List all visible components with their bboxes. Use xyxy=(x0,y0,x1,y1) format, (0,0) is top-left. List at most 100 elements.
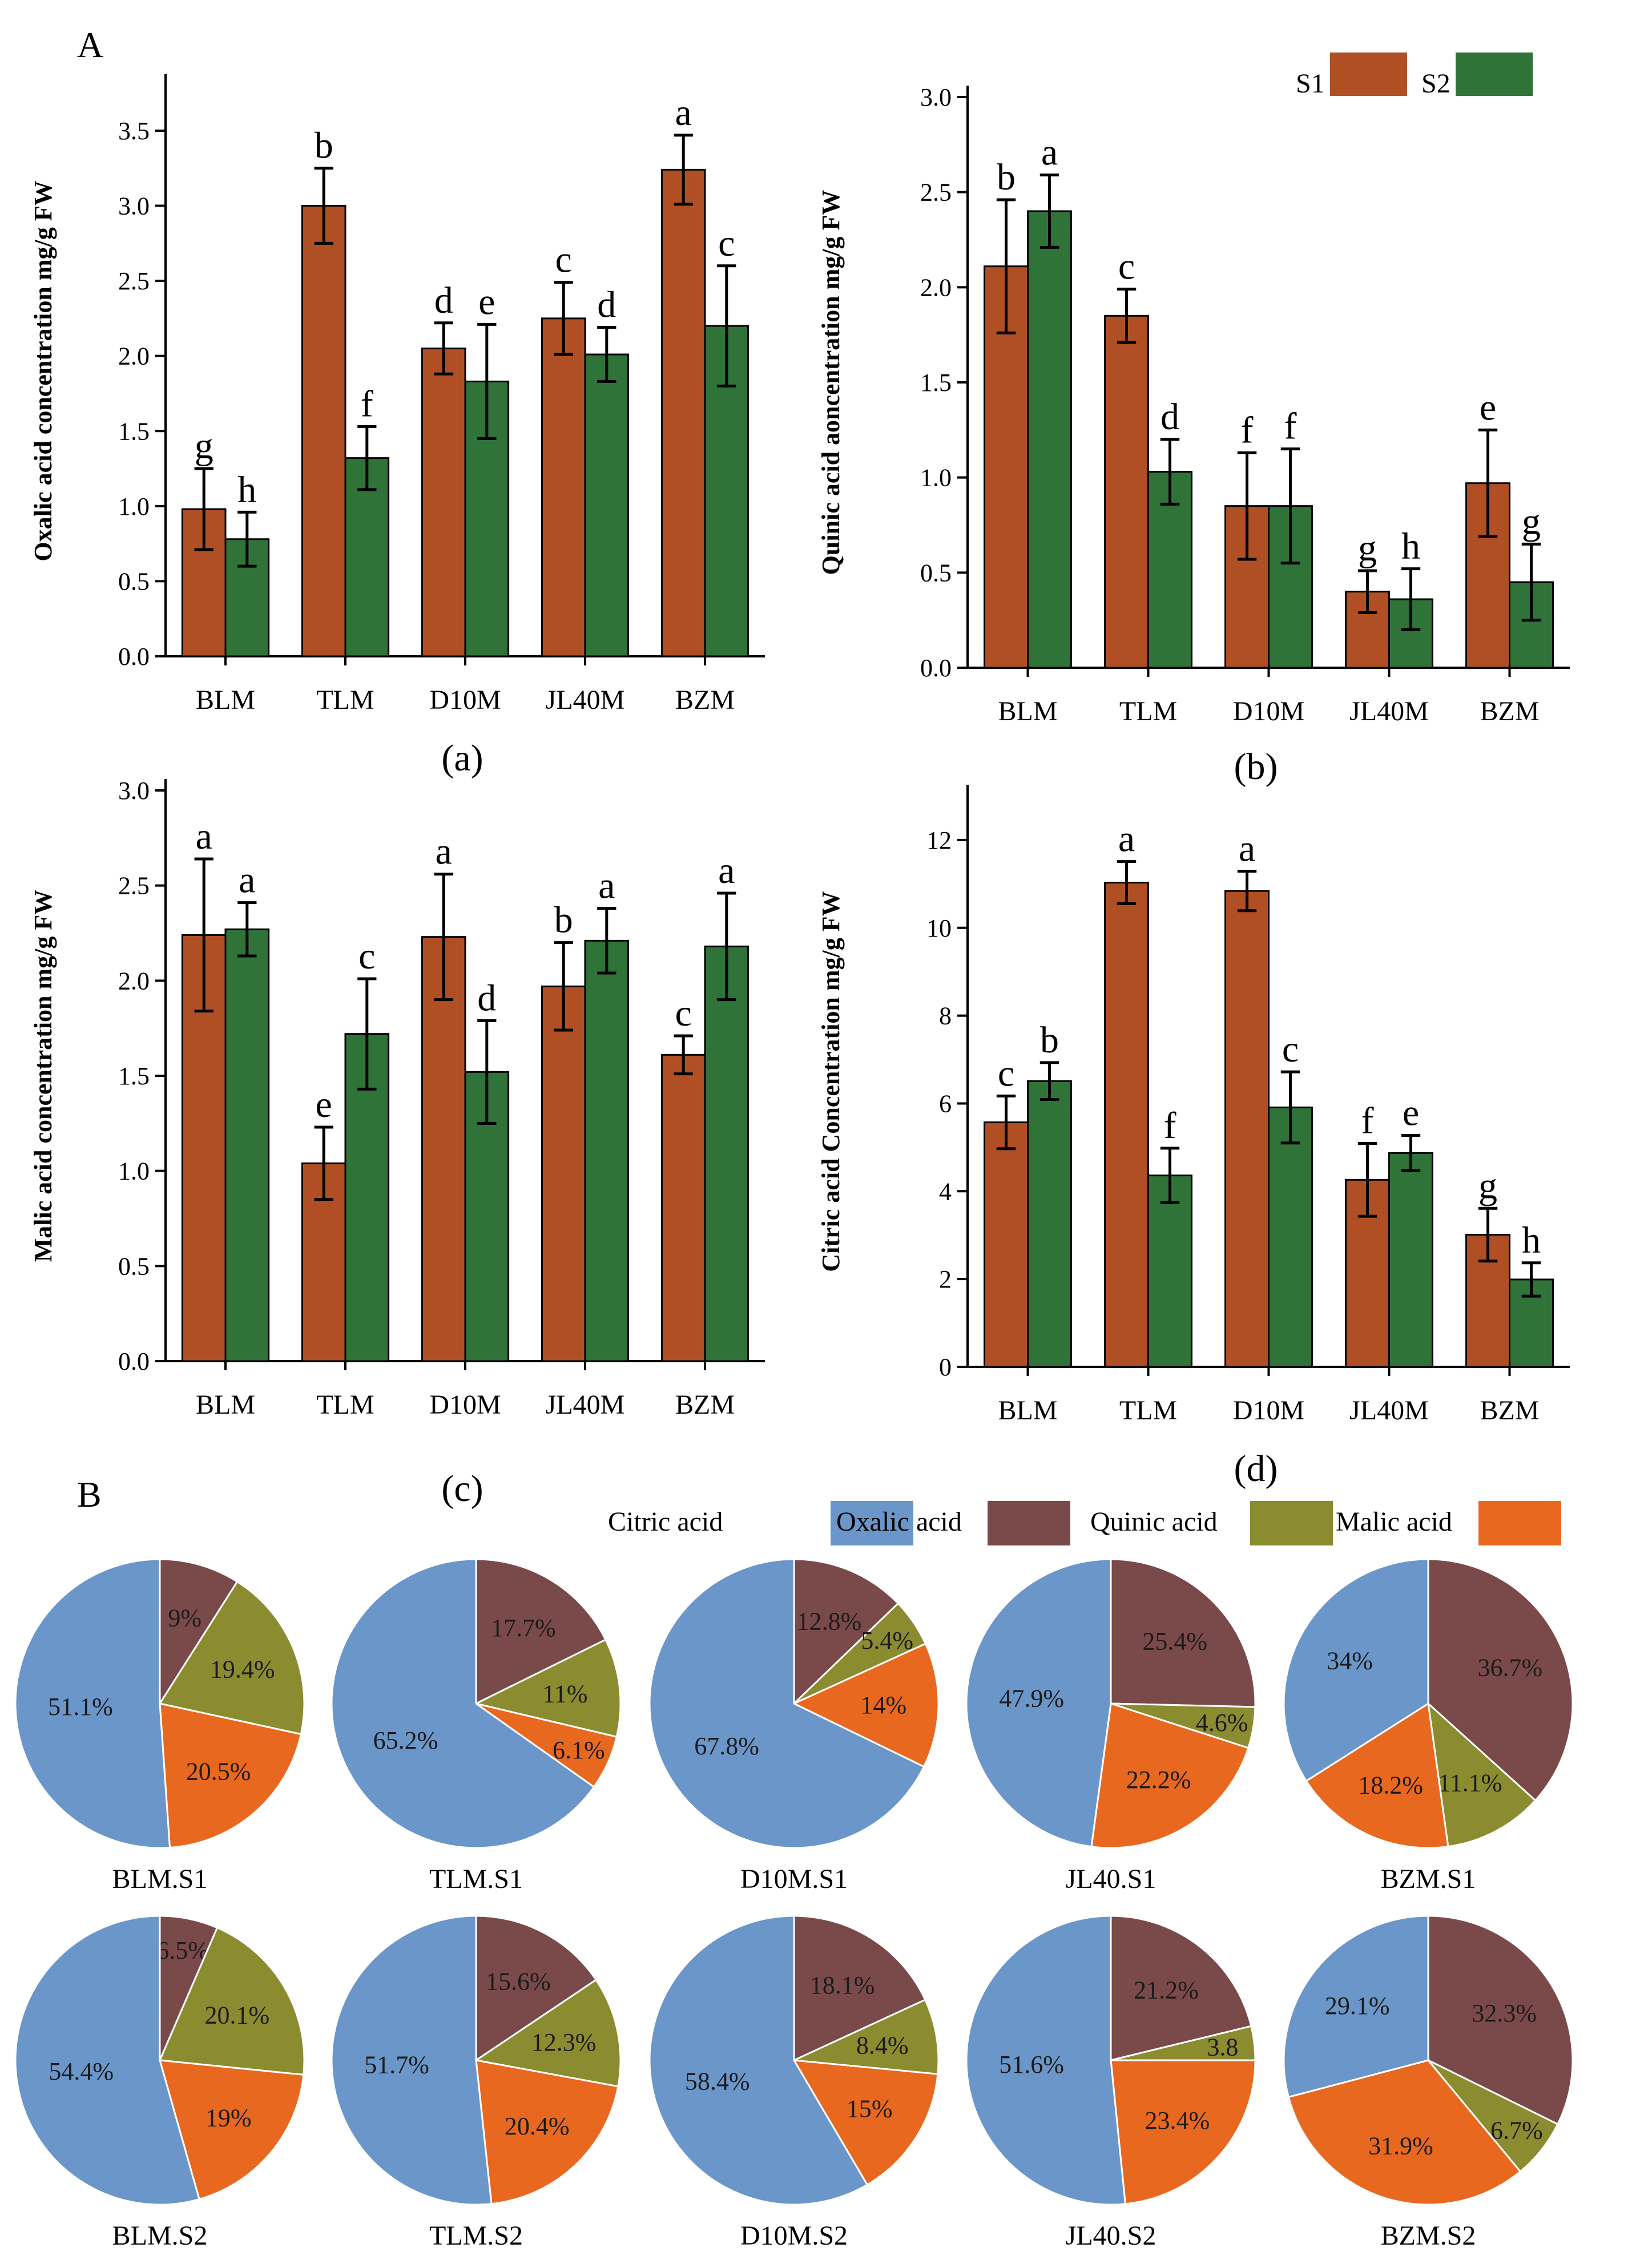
significance-letter: c xyxy=(555,239,572,281)
bar-s1 xyxy=(1104,882,1150,1368)
significance-letter: f xyxy=(1241,409,1254,451)
significance-letter: c xyxy=(998,1052,1014,1094)
x-tick-label: BZM xyxy=(675,1390,735,1420)
x-tick-label: BZM xyxy=(1480,1395,1539,1426)
y-tick-label: 2.5 xyxy=(118,267,150,295)
pie-percent-label: 32.3% xyxy=(1472,1999,1537,2027)
significance-letter: d xyxy=(434,280,453,321)
y-tick-label: 0.0 xyxy=(920,654,952,682)
significance-letter: a xyxy=(1239,828,1255,870)
bar-s1 xyxy=(1224,890,1270,1368)
pie-percent-label: 8.4% xyxy=(856,2032,909,2060)
pie-slice-quinic-acid xyxy=(474,1979,622,2088)
pie-bzm-s1: 36.7% 11.1% 18.2% 34% BZM.S1 xyxy=(1283,1558,1574,1894)
pie-percent-label: 67.8% xyxy=(694,1732,759,1760)
significance-letter: a xyxy=(718,850,735,891)
pie-percent-label: 6.1% xyxy=(553,1736,605,1764)
significance-letter: b xyxy=(1040,1019,1059,1061)
bar-s1 xyxy=(1104,314,1150,669)
pie-legend: Citric acid Oxalic acid Quinic acid Malic a… xyxy=(608,1501,1561,1545)
pie-slice-quinic-acid xyxy=(1427,2059,1559,2173)
significance-letter: d xyxy=(597,284,616,326)
pie-slice-citric-acid xyxy=(965,1558,1112,1848)
pie-slice-quinic-acid xyxy=(1427,1701,1537,1848)
significance-letter: h xyxy=(237,469,256,510)
pie-slice-citric-acid xyxy=(331,1558,595,1849)
pie-percent-label: 11.1% xyxy=(1438,1769,1502,1797)
y-axis-label: Citric acid Concentration mg/g FW xyxy=(817,891,845,1272)
pie-title: D10M.S2 xyxy=(740,2221,848,2251)
pie-blm-s2: 6.5% 20.1% 19% 54.4% BLM.S2 xyxy=(14,1915,305,2251)
pie-legend-label: Malic acid xyxy=(1336,1507,1452,1537)
pie-slice-citric-acid xyxy=(14,1558,171,1849)
x-tick-label: D10M xyxy=(1233,696,1304,727)
bar-s1 xyxy=(421,348,466,657)
x-tick-label: JL40M xyxy=(1349,1395,1429,1426)
significance-letter: f xyxy=(361,383,373,425)
pie-slice-citric-acid xyxy=(331,1915,493,2206)
pie-title: TLM.S2 xyxy=(429,2221,523,2251)
bar-s1 xyxy=(660,1054,706,1362)
y-tick-label: 2.0 xyxy=(118,342,150,370)
pie-legend-label: Oxalic acid xyxy=(836,1507,962,1537)
x-tick-label: BLM xyxy=(998,1395,1057,1426)
pie-percent-label: 31.9% xyxy=(1368,2132,1433,2160)
pie-slice-oxalic-acid xyxy=(1110,1558,1256,1708)
subpanel-label: (b) xyxy=(1234,746,1278,788)
pie-title: JL40.S2 xyxy=(1066,2221,1157,2251)
x-tick-label: BLM xyxy=(196,685,255,715)
y-tick-label: 0.5 xyxy=(118,567,150,595)
pie-slice-oxalic-acid xyxy=(1110,1915,1252,2061)
x-tick-label: TLM xyxy=(316,1390,374,1420)
significance-letter: f xyxy=(1163,1105,1176,1147)
significance-letter: a xyxy=(196,816,212,857)
pie-percent-label: 25.4% xyxy=(1142,1627,1207,1655)
pie-percent-label: 12.8% xyxy=(797,1608,862,1636)
pie-legend-swatch xyxy=(988,1501,1070,1545)
bar-s1 xyxy=(541,317,586,657)
y-tick-label: 3.0 xyxy=(920,83,952,111)
pie-percent-label: 58.4% xyxy=(685,2068,750,2096)
y-axis-label: Malic acid concentration mg/g FW xyxy=(29,890,57,1262)
pie-percent-label: 11% xyxy=(542,1680,587,1708)
pie-percent-label: 19.4% xyxy=(210,1656,275,1684)
y-tick-label: 2.0 xyxy=(118,967,150,995)
y-tick-label: 2 xyxy=(939,1265,952,1293)
y-tick-label: 0 xyxy=(939,1353,952,1381)
legend-swatch-s1 xyxy=(1330,53,1407,96)
pie-percent-label: 21.2% xyxy=(1134,1976,1199,2004)
significance-letter: f xyxy=(1284,406,1296,447)
y-tick-label: 0.0 xyxy=(118,1347,150,1375)
pie-percent-label: 65.2% xyxy=(373,1726,438,1754)
bar-s2 xyxy=(1388,1152,1433,1368)
pie-slice-citric-acid xyxy=(965,1915,1127,2206)
pie-percent-label: 6.5% xyxy=(156,1936,209,1964)
pie-slice-citric-acid xyxy=(648,1915,869,2206)
pie-percent-label: 22.2% xyxy=(1126,1766,1191,1794)
pie-percent-label: 20.1% xyxy=(204,2001,269,2029)
pie-percent-label: 51.6% xyxy=(999,2051,1064,2079)
bar-s1 xyxy=(984,1121,1029,1368)
bar-chart-quinic: 0.0 0.5 1.0 1.5 2.0 2.5 3.0 Quinic acid aoncent… xyxy=(817,83,1570,788)
pie-percent-label: 15% xyxy=(847,2095,893,2122)
pie-slice-oxalic-acid xyxy=(475,1558,607,1705)
y-tick-label: 1.5 xyxy=(920,369,952,397)
pie-slice-malic-acid xyxy=(159,1702,303,1849)
pie-slice-oxalic-acid xyxy=(159,1558,239,1707)
pie-slice-quinic-acid xyxy=(158,1580,305,1736)
pie-legend-swatch xyxy=(1250,1501,1333,1545)
x-tick-label: TLM xyxy=(1119,696,1177,727)
y-tick-label: 1.0 xyxy=(920,464,952,492)
significance-letter: g xyxy=(1478,1165,1497,1206)
pie-slice-oxalic-acid xyxy=(1427,1915,1574,2126)
significance-letter: g xyxy=(1522,501,1541,542)
significance-letter: c xyxy=(358,935,375,977)
pie-percent-label: 19% xyxy=(206,2104,252,2132)
y-tick-label: 2.0 xyxy=(920,273,952,301)
bar-s1 xyxy=(660,168,706,657)
pie-percent-label: 47.9% xyxy=(999,1685,1064,1713)
pie-legend-swatch xyxy=(1478,1501,1561,1545)
legend-swatch-s2 xyxy=(1456,53,1533,96)
panel-b-letter: B xyxy=(77,1474,102,1515)
significance-letter: h xyxy=(1522,1220,1541,1261)
